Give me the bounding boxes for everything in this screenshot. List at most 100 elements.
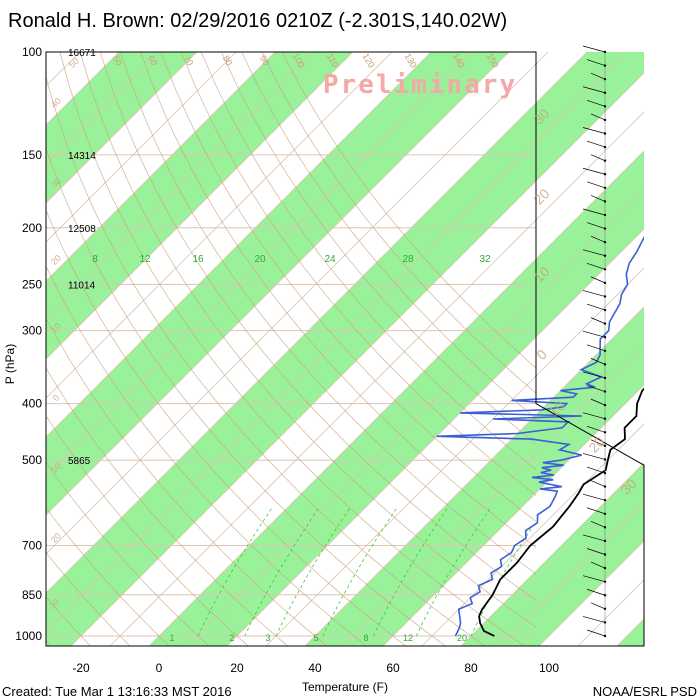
isotherm-line [538, 540, 644, 646]
mixing-ratio-line [322, 506, 399, 637]
wind-point [603, 240, 607, 244]
dewpoint-trace [436, 235, 644, 637]
wind-barb [582, 412, 606, 420]
dry-adiabat-line [46, 75, 486, 646]
wind-point [603, 105, 607, 108]
temperature-trace [478, 387, 644, 637]
wind-barb [586, 99, 606, 107]
isotherm-label-left: 40 [49, 96, 63, 110]
wind-point [603, 431, 607, 434]
wind-point [603, 213, 607, 217]
temperature-band [46, 52, 644, 646]
isotherm-line [421, 423, 644, 646]
wind-point [603, 444, 607, 448]
mixing-ratio-line [197, 506, 274, 637]
mixing-ratio-label-bottom: 1 [169, 633, 174, 643]
wind-barb [582, 86, 606, 94]
wind-barb [590, 317, 606, 324]
wind-point [603, 594, 607, 597]
wind-barb [582, 534, 606, 542]
credit-label: NOAA/ESRL PSD [592, 684, 697, 699]
wind-point [603, 118, 607, 122]
mixing-ratio-line [275, 506, 352, 637]
wind-point [603, 390, 607, 393]
plot-frame [45, 51, 645, 647]
wind-point [603, 322, 607, 325]
wind-barb [586, 344, 606, 352]
dry-adiabat-line [46, 415, 249, 646]
x-tick-label: 80 [464, 661, 478, 675]
isotherm-line [655, 52, 700, 647]
isotherm-line [46, 52, 237, 243]
isotherm-line [460, 462, 644, 646]
wind-point [603, 295, 607, 298]
wind-point [603, 471, 607, 475]
isotherm-line [0, 52, 2, 647]
y-tick-label: 250 [22, 277, 42, 291]
mixing-ratio-label-bottom: 20 [457, 633, 467, 643]
wind-point [603, 607, 607, 611]
mixing-ratio-label-top: 32 [479, 254, 491, 265]
preliminary-watermark: Preliminary [323, 70, 517, 100]
wind-barb [586, 588, 606, 596]
isotherm-label-left: 0 [51, 393, 62, 404]
wind-barb [590, 602, 606, 610]
isotherm-line [499, 501, 644, 646]
wind-barb [582, 208, 606, 216]
height-label: 12508 [68, 224, 96, 235]
isotherm-line [46, 52, 393, 399]
dry-adiabat-line [221, 52, 536, 445]
mixing-ratio-label-top: 16 [192, 254, 204, 265]
wind-point [603, 268, 607, 271]
dry-adiabat-line [120, 52, 536, 575]
mixing-ratio-label-bottom: 5 [313, 633, 318, 643]
mixing-ratio-label-top: 12 [139, 254, 151, 265]
dry-adiabat-line [46, 209, 407, 646]
dry-adiabat-label: 70 [182, 54, 196, 68]
isotherm-line [187, 189, 644, 646]
isotherm-line [46, 52, 627, 633]
wind-point [603, 458, 607, 461]
dry-adiabat-line [46, 147, 446, 646]
mixing-ratio-line [244, 506, 321, 637]
mixing-ratio-label-bottom: 12 [403, 633, 413, 643]
mixing-ratio-line [416, 506, 492, 637]
wind-point [603, 485, 607, 488]
wind-point [603, 132, 607, 135]
x-tick-label: 20 [230, 661, 244, 675]
dry-adiabat-line [281, 52, 536, 369]
mixing-ratio-label-bottom: 8 [363, 633, 368, 643]
dry-adiabat-line [241, 52, 536, 419]
dry-adiabat-line [180, 52, 536, 496]
x-tick-label: 100 [539, 661, 559, 675]
isotherm-line [46, 52, 276, 282]
isotherm-line [343, 345, 644, 646]
plot-frame-border [45, 51, 645, 647]
wind-point [603, 173, 607, 176]
wind-point [603, 227, 607, 230]
x-axis-label: Temperature (F) [302, 680, 388, 694]
mixing-ratio-label-top: 24 [324, 254, 336, 265]
wind-barb [582, 616, 606, 623]
wind-barb [586, 303, 606, 311]
isotherm-lines [0, 52, 700, 647]
y-tick-label: 200 [22, 221, 42, 235]
wind-barb [586, 629, 606, 637]
wind-barb [586, 466, 606, 474]
wind-barb [590, 154, 606, 161]
wind-point [603, 621, 607, 624]
wind-profile-panel [582, 45, 607, 638]
dry-adiabat-line [160, 52, 536, 522]
dry-adiabat-line [46, 367, 289, 646]
mixing-ratio-label-top: 20 [254, 254, 266, 265]
wind-point [603, 64, 607, 67]
dry-adiabat-line [200, 52, 536, 471]
wind-point [603, 634, 607, 638]
wind-point [603, 281, 607, 285]
created-timestamp: Created: Tue Mar 1 13:16:33 MST 2016 [2, 684, 232, 699]
temperature-bands [46, 52, 644, 646]
height-label: 14314 [68, 151, 96, 162]
wind-barb [582, 45, 606, 53]
